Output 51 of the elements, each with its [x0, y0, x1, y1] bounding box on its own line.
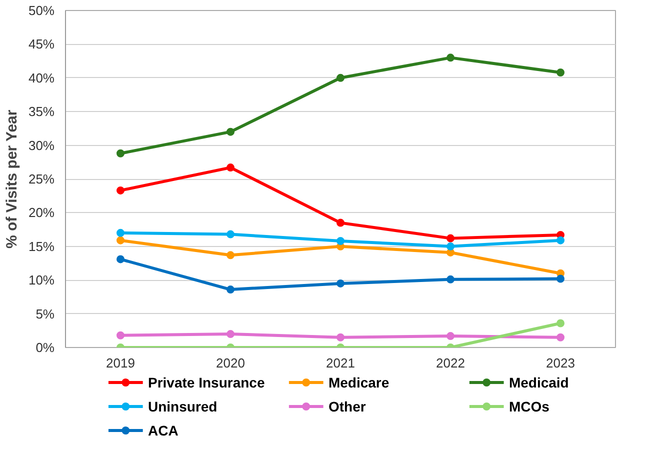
point [556, 274, 564, 283]
point [336, 237, 344, 245]
x-tick-label: 2021 [326, 356, 355, 370]
y-tick-label: 5% [36, 306, 55, 322]
y-tick-label: 25% [28, 172, 55, 186]
point [116, 236, 124, 244]
point [556, 319, 564, 328]
y-tick-label: 50% [28, 3, 55, 18]
y-tick-label: 0% [36, 340, 55, 355]
y-tick-label: 30% [28, 138, 55, 153]
point [446, 54, 454, 62]
x-tick-label: 2023 [546, 356, 575, 370]
y-tick-label: 45% [28, 36, 55, 52]
point [116, 186, 124, 194]
legend-label: ACA [148, 422, 178, 438]
point [226, 251, 234, 260]
x-tick-label: 2020 [216, 356, 245, 370]
point [336, 333, 344, 342]
y-tick-label: 35% [28, 104, 55, 120]
x-tick-label: 2022 [436, 356, 465, 370]
x-tick-label: 2019 [106, 356, 135, 370]
point [446, 332, 454, 340]
point [226, 330, 234, 338]
point [556, 236, 564, 244]
point [226, 286, 234, 294]
point [446, 242, 454, 250]
legend-label: Uninsured [148, 398, 218, 414]
legend-label: MCOs [508, 398, 550, 414]
legend-label: Medicare [328, 374, 390, 390]
y-tick-label: 10% [28, 272, 55, 288]
point [446, 275, 454, 284]
point [446, 234, 454, 242]
point [336, 279, 344, 288]
y-tick-label: 15% [28, 238, 55, 254]
point [116, 149, 124, 158]
legend-label: Other [328, 398, 366, 414]
point [226, 164, 234, 172]
y-axis-title: % of Visits per Year [3, 110, 20, 248]
y-tick-label: 40% [28, 70, 55, 86]
point [226, 128, 234, 136]
point [336, 74, 344, 82]
point [116, 228, 124, 237]
point [116, 255, 124, 264]
point [226, 230, 234, 238]
y-tick-label: 20% [28, 205, 55, 220]
legend-label: Private Insurance [148, 374, 265, 390]
point [556, 68, 564, 76]
point [116, 331, 124, 340]
legend-label: Medicaid [508, 374, 569, 390]
point [336, 218, 344, 227]
point [556, 333, 564, 342]
